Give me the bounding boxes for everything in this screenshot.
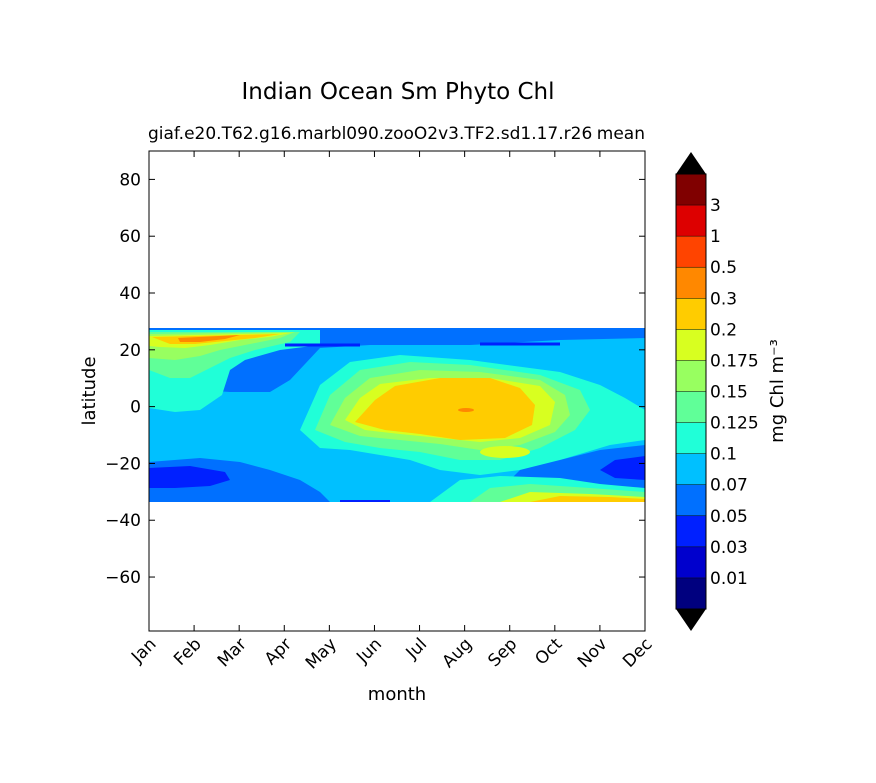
- y-axis: 80 60 40 20 0 −20 −40 −60: [105, 170, 645, 588]
- y-tick-label: −40: [105, 511, 141, 531]
- colorbar-swatch: [676, 205, 706, 237]
- colorbar-tick-label: 0.175: [710, 351, 759, 371]
- y-tick-label: 0: [130, 398, 141, 418]
- contour-field: [149, 328, 645, 502]
- colorbar-swatch: [676, 484, 706, 516]
- y-axis-label: latitude: [79, 356, 100, 425]
- colorbar-tick-label: 0.01: [710, 569, 748, 589]
- x-tick-label: Oct: [531, 634, 566, 669]
- colorbar-swatch: [676, 174, 706, 206]
- plot-frame: [148, 150, 646, 632]
- x-tick-label: Jun: [352, 634, 386, 668]
- colorbar-swatch: [676, 546, 706, 578]
- x-axis-label: month: [368, 684, 426, 705]
- x-tick-label: Nov: [574, 634, 612, 672]
- x-tick-label: Dec: [619, 634, 656, 671]
- y-tick-label: 20: [119, 341, 141, 361]
- colorbar: 0.01 0.03 0.05 0.07 0.1 0.125 0.15 0.175 0.2 0.3 0…: [675, 152, 759, 631]
- chart-subtitle: giaf.e20.T62.g16.marbl090.zooO2v3.TF2.sd…: [148, 124, 592, 144]
- colorbar-tick-label: 0.5: [710, 258, 737, 278]
- colorbar-swatch: [676, 329, 706, 361]
- chart-title: Indian Ocean Sm Phyto Chl: [241, 79, 554, 105]
- x-tick-label: Sep: [484, 634, 521, 671]
- contour-central-spot: [458, 408, 474, 412]
- x-tick-label: Jan: [127, 634, 160, 667]
- colorbar-swatch: [676, 515, 706, 547]
- colorbar-tick-label: 0.05: [710, 507, 748, 527]
- colorbar-swatch: [676, 267, 706, 299]
- colorbar-tick-label: 1: [710, 227, 721, 247]
- x-tick-label: Feb: [170, 634, 205, 669]
- colorbar-tick-label: 3: [710, 196, 721, 216]
- colorbar-swatch: [676, 360, 706, 392]
- colorbar-extend-min: [676, 609, 706, 631]
- colorbar-tick-label: 0.1: [710, 445, 737, 465]
- y-tick-label: 80: [119, 170, 141, 190]
- colorbar-tick-label: 0.03: [710, 538, 748, 558]
- colorbar-tick-label: 0.15: [710, 383, 748, 403]
- colorbar-tick-label: 0.3: [710, 289, 737, 309]
- x-tick-label: May: [302, 634, 341, 673]
- colorbar-tick-label: 0.07: [710, 476, 748, 496]
- contour-band-east-lower: [600, 456, 645, 480]
- colorbar-swatch: [676, 422, 706, 454]
- y-tick-label: −60: [105, 568, 141, 588]
- colorbar-swatch: [676, 453, 706, 485]
- colorbar-swatch: [676, 577, 706, 609]
- colorbar-extend-max: [676, 152, 706, 174]
- colorbar-swatch: [676, 298, 706, 330]
- contour-band-south-lower: [149, 466, 230, 488]
- contour-band-south-orange: [530, 496, 645, 502]
- y-tick-label: 40: [119, 284, 141, 304]
- y-tick-label: −20: [105, 454, 141, 474]
- contour-band-north-peak: [178, 335, 240, 342]
- x-tick-label: Apr: [261, 634, 296, 669]
- y-tick-label: 60: [119, 227, 141, 247]
- x-tick-label: Jul: [402, 634, 431, 663]
- chart-subtitle-right: mean: [597, 124, 645, 144]
- x-tick-label: Aug: [439, 634, 477, 672]
- colorbar-tick-label: 0.125: [710, 414, 759, 434]
- x-tick-label: Mar: [214, 634, 251, 671]
- colorbar-swatch: [676, 391, 706, 423]
- contour-central-yellow-blob: [480, 446, 530, 458]
- colorbar-tick-label: 0.2: [710, 320, 737, 340]
- contour-band-central-orange: [355, 378, 535, 440]
- colorbar-label: mg Chl m⁻³: [767, 339, 788, 443]
- colorbar-swatch: [676, 236, 706, 268]
